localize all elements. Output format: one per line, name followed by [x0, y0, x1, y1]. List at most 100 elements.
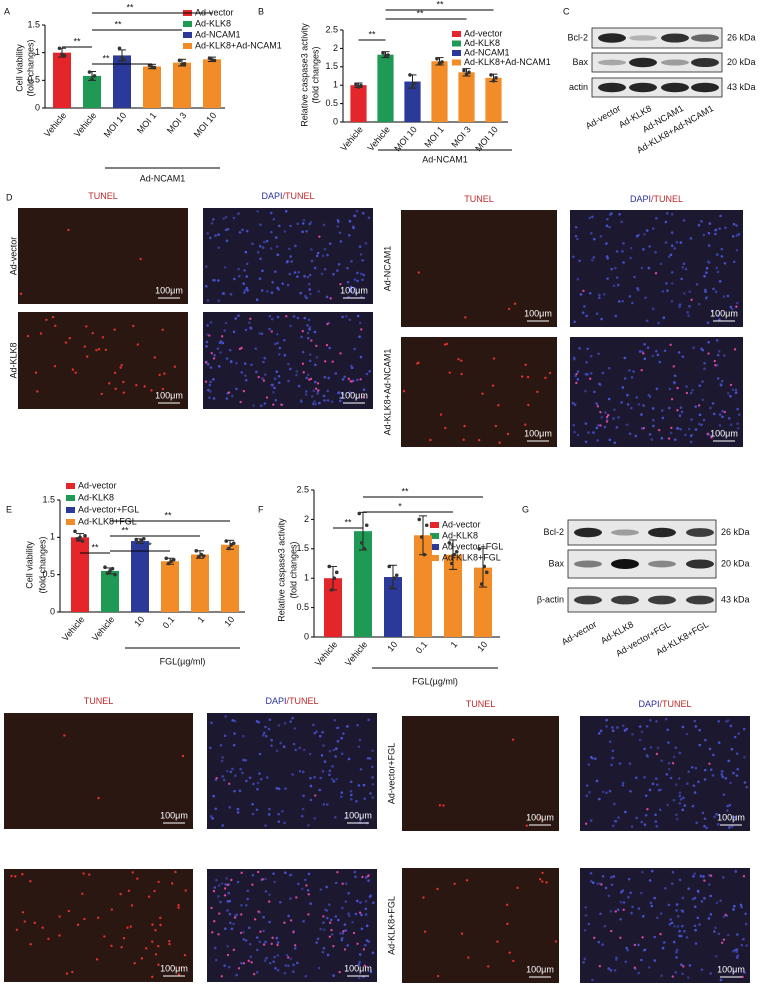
blot-size-label: 43 kDa — [721, 594, 750, 604]
nucleus — [353, 278, 357, 281]
apoptotic-cell — [307, 893, 310, 896]
apoptotic-cell — [465, 879, 469, 882]
legend-swatch — [183, 21, 192, 27]
nucleus — [647, 266, 651, 270]
nucleus — [733, 815, 737, 819]
nucleus — [699, 874, 703, 878]
nucleus — [669, 918, 673, 921]
apoptotic-cell — [174, 870, 177, 874]
y-tick-label: 0.5 — [325, 98, 338, 108]
y-tick-label: 1 — [50, 532, 55, 542]
significance-label: * — [398, 501, 402, 511]
nucleus — [279, 741, 283, 745]
apoptotic-cell — [119, 366, 122, 369]
nucleus — [742, 727, 746, 731]
nucleus — [584, 906, 588, 909]
nucleus — [703, 274, 706, 278]
apoptotic-cell — [359, 378, 362, 381]
nucleus — [689, 440, 693, 444]
nucleus — [617, 416, 620, 419]
nucleus — [339, 396, 342, 400]
nucleus — [316, 392, 319, 395]
nucleus — [204, 265, 208, 268]
header-part: /TUNEL — [283, 191, 315, 201]
nucleus — [599, 235, 603, 238]
nucleus — [242, 734, 245, 738]
apoptotic-cell — [436, 974, 440, 978]
nucleus — [730, 307, 734, 311]
nucleus — [268, 327, 271, 331]
apoptotic-cell — [158, 373, 161, 377]
nucleus — [243, 362, 247, 365]
nucleus — [305, 229, 308, 233]
nucleus — [221, 341, 225, 345]
apoptotic-cell — [122, 937, 126, 940]
nucleus — [737, 732, 741, 735]
nucleus — [640, 958, 643, 962]
nucleus — [656, 353, 660, 357]
nucleus — [353, 286, 357, 290]
header-part: /TUNEL — [651, 194, 683, 204]
apoptotic-cell — [598, 964, 602, 968]
nucleus — [242, 930, 245, 934]
nucleus — [629, 246, 633, 250]
nucleus — [626, 948, 630, 952]
nucleus — [584, 440, 588, 444]
nucleus — [571, 401, 575, 405]
apoptotic-cell — [646, 808, 649, 811]
nucleus — [611, 756, 614, 760]
data-point — [389, 585, 394, 589]
data-point — [392, 576, 397, 580]
apoptotic-cell — [159, 923, 162, 927]
nucleus — [314, 402, 317, 406]
y-axis-label: Cell viability — [14, 44, 24, 92]
nucleus — [737, 413, 741, 416]
nucleus — [703, 361, 706, 365]
data-point — [422, 552, 427, 557]
nucleus — [709, 768, 713, 772]
apoptotic-cell — [741, 975, 744, 979]
nucleus — [578, 346, 581, 350]
nucleus — [576, 378, 580, 381]
nucleus — [303, 294, 307, 298]
data-point — [196, 554, 201, 559]
nucleus — [368, 757, 372, 760]
apoptotic-cell — [100, 392, 103, 396]
nucleus — [630, 825, 634, 828]
nucleus — [334, 747, 338, 750]
apoptotic-cell — [429, 438, 432, 442]
nucleus — [368, 369, 371, 373]
nucleus — [643, 357, 647, 361]
nucleus — [215, 958, 218, 962]
apoptotic-cell — [670, 397, 674, 401]
nucleus — [205, 340, 209, 344]
nucleus — [301, 350, 305, 354]
scale-bar-label: 100μm — [155, 285, 183, 295]
nucleus — [629, 256, 632, 260]
nucleus — [237, 267, 241, 271]
header-part: TUNEL — [88, 191, 118, 201]
bar — [474, 567, 492, 637]
apoptotic-cell — [690, 298, 693, 301]
nucleus — [673, 924, 676, 928]
apoptotic-cell — [508, 951, 511, 954]
apoptotic-cell — [177, 904, 180, 907]
nucleus — [668, 922, 672, 926]
nucleus — [371, 776, 374, 779]
apoptotic-cell — [71, 368, 75, 371]
nucleus — [268, 920, 271, 924]
blot-size-label: 20 kDa — [727, 57, 756, 67]
nucleus — [257, 720, 261, 724]
nucleus — [686, 311, 689, 314]
apoptotic-cell — [240, 346, 243, 350]
nucleus — [297, 384, 301, 388]
apoptotic-cell — [538, 817, 542, 820]
y-tick-label: 2 — [304, 514, 309, 524]
nucleus — [630, 406, 633, 410]
nucleus — [620, 220, 623, 224]
nucleus — [277, 288, 280, 291]
nucleus — [598, 296, 601, 300]
nucleus — [349, 364, 353, 368]
blot-band — [574, 595, 602, 605]
nucleus — [703, 768, 707, 772]
